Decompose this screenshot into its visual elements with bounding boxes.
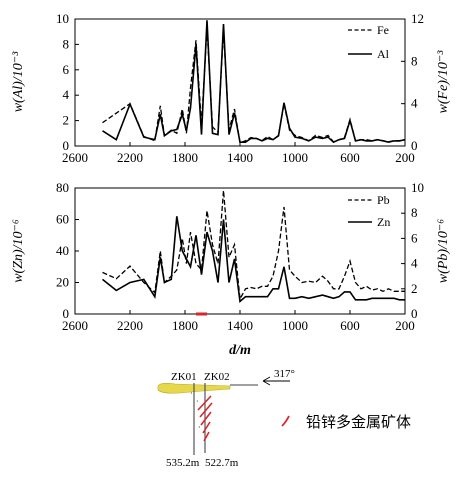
- legend-fe-label: Fe: [377, 23, 389, 37]
- series-line-zn: [102, 216, 405, 303]
- ore-body-legend-label: 铅锌多金属矿体: [306, 413, 411, 431]
- x-tick-label: 200: [395, 318, 415, 333]
- x-tick-label: 2600: [62, 150, 88, 165]
- y-right-tick-label: 8: [411, 205, 418, 220]
- y-right-tick-label: 0: [411, 138, 418, 153]
- x-tick-label: 1000: [282, 150, 308, 165]
- y-right-tick-label: 4: [411, 96, 418, 111]
- dip-mark-2: ·: [196, 397, 199, 406]
- bottom-chart-ticks: 2600 2200 1800 1400 1000 600 20002040608002468…: [56, 180, 424, 333]
- y-left-tick-label: 60: [56, 212, 69, 227]
- ore-body-legend-icon: [281, 415, 290, 427]
- bottom-chart-frame: [74, 187, 406, 315]
- y-left-tick-label: 2: [63, 113, 70, 128]
- x-tick-label: 1400: [227, 150, 253, 165]
- y-right-tick-label: 8: [411, 53, 418, 68]
- y-right-tick-label: 12: [411, 11, 424, 26]
- x-tick-label: 1800: [172, 318, 198, 333]
- zk02-depth-label: 522.7m: [205, 457, 239, 469]
- dip-mark-3: ·: [198, 423, 201, 432]
- y-left-tick-label: 20: [56, 275, 69, 290]
- top-chart-frame: [74, 18, 406, 147]
- zk01-depth-label: 535.2m: [166, 457, 200, 469]
- dip-mark-1: ·: [190, 389, 193, 398]
- y-left-tick-label: 0: [63, 138, 70, 153]
- top-left-axis-label: w(Al)/10⁻³: [11, 51, 26, 112]
- ore-body-4: [202, 421, 211, 434]
- top-right-axis-label: w(Fe)/10⁻³: [436, 50, 451, 114]
- ore-body-3: [200, 411, 212, 426]
- y-left-tick-label: 0: [63, 306, 70, 321]
- legend-al-label: Al: [377, 47, 390, 61]
- x-tick-label: 2200: [117, 318, 143, 333]
- dip-marks: · · ·: [190, 389, 201, 432]
- x-tick-label: 1800: [172, 150, 198, 165]
- x-tick-label: 2600: [62, 318, 88, 333]
- ore-body-2: [199, 402, 213, 418]
- x-tick-label: 600: [340, 318, 360, 333]
- bottom-right-axis-label: w(Pb)/10⁻⁶: [436, 219, 451, 283]
- series-line-pb: [102, 190, 405, 302]
- series-line-fe: [102, 27, 406, 144]
- legend-zn-label: Zn: [377, 215, 390, 229]
- azimuth-arrow: [262, 376, 290, 386]
- drill-hole-zk01-label: ZK01: [171, 371, 197, 383]
- zn-pb-chart: 2600 2200 1800 1400 1000 600 20002040608002468…: [11, 180, 451, 358]
- bottom-left-axis-label: w(Zn)/10⁻⁶: [11, 219, 26, 283]
- ore-body-5: [203, 431, 210, 442]
- drill-section-sketch: ZK01 ZK02 · · · 535.2m 522.7m 317° 铅锌多金属…: [157, 368, 411, 469]
- y-left-tick-label: 4: [63, 87, 70, 102]
- azimuth-arrow-head: [262, 376, 271, 386]
- x-axis-label: d/m: [229, 343, 251, 358]
- bottom-chart-series: [102, 190, 405, 303]
- x-tick-label: 600: [340, 150, 360, 165]
- x-tick-label: 1400: [227, 318, 253, 333]
- y-left-tick-label: 40: [56, 243, 69, 258]
- y-left-tick-label: 6: [63, 62, 70, 77]
- x-tick-label: 1000: [282, 318, 308, 333]
- y-left-tick-label: 10: [56, 11, 69, 26]
- drill-hole-zk02-label: ZK02: [204, 371, 230, 383]
- x-tick-label: 200: [395, 150, 415, 165]
- y-right-tick-label: 10: [411, 180, 424, 195]
- y-right-tick-label: 6: [411, 230, 418, 245]
- y-right-tick-label: 0: [411, 306, 418, 321]
- y-right-tick-label: 4: [411, 256, 418, 271]
- legend-pb-label: Pb: [377, 193, 390, 207]
- series-line-al: [102, 20, 406, 144]
- y-left-tick-label: 8: [63, 36, 70, 51]
- bottom-legend: Pb Zn: [348, 193, 390, 229]
- azimuth-label: 317°: [274, 368, 295, 380]
- x-tick-label: 2200: [117, 150, 143, 165]
- top-legend: Fe Al: [348, 23, 390, 61]
- ore-zone-marker: [196, 312, 207, 316]
- ore-bodies: [197, 395, 213, 442]
- ore-body-1: [197, 395, 212, 411]
- top-chart-series: [102, 20, 406, 144]
- y-right-tick-label: 2: [411, 281, 418, 296]
- y-left-tick-label: 80: [56, 180, 69, 195]
